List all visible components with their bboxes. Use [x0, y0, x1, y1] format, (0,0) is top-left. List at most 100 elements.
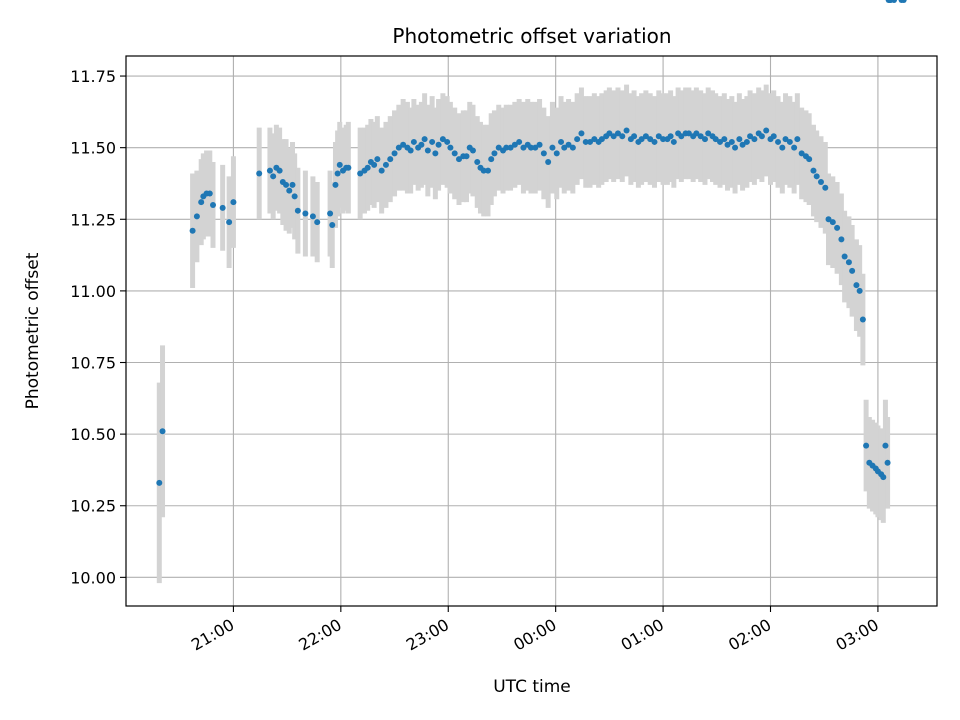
- data-point: [424, 147, 431, 154]
- data-point: [364, 164, 371, 171]
- data-point: [410, 138, 417, 145]
- data-point: [334, 170, 341, 177]
- data-point: [569, 144, 576, 151]
- data-point: [549, 144, 556, 151]
- data-point: [770, 133, 777, 140]
- y-axis-ticks: 10.00 10.25 10.50 10.75 11.00 11.25 11.50 11.75: [70, 67, 126, 587]
- data-point: [219, 204, 226, 211]
- data-point: [291, 193, 298, 200]
- data-point: [574, 136, 581, 143]
- y-tick-label: 10.75: [70, 354, 116, 373]
- data-point: [849, 267, 856, 274]
- data-point: [880, 474, 887, 481]
- data-point: [447, 144, 454, 151]
- data-point: [834, 224, 841, 231]
- data-point: [503, 144, 510, 151]
- data-point: [536, 141, 543, 148]
- data-point: [670, 138, 677, 145]
- data-point: [791, 144, 798, 151]
- data-point: [407, 147, 414, 154]
- data-point: [286, 187, 293, 194]
- data-point: [435, 141, 442, 148]
- data-point: [283, 181, 290, 188]
- data-point: [374, 156, 381, 163]
- data-point: [685, 130, 692, 137]
- data-point: [495, 144, 502, 151]
- data-point: [845, 259, 852, 266]
- data-point: [474, 158, 481, 165]
- data-point: [582, 138, 589, 145]
- data-point: [391, 150, 398, 157]
- data-point: [587, 138, 594, 145]
- data-point: [382, 161, 389, 168]
- data-point: [853, 282, 860, 289]
- data-point: [226, 219, 233, 226]
- data-point: [309, 213, 316, 220]
- chart-title: Photometric offset variation: [392, 24, 671, 48]
- data-point: [758, 133, 765, 140]
- data-point: [329, 222, 336, 229]
- data-point: [540, 150, 547, 157]
- data-point: [732, 144, 739, 151]
- data-point: [856, 287, 863, 294]
- data-point: [631, 133, 638, 140]
- data-point: [841, 253, 848, 260]
- data-point: [647, 136, 654, 143]
- data-point: [724, 141, 731, 148]
- data-point: [451, 150, 458, 157]
- data-point: [507, 144, 514, 151]
- data-point: [806, 156, 813, 163]
- data-point: [553, 150, 560, 157]
- data-point: [206, 190, 213, 197]
- y-tick-label: 10.50: [70, 425, 116, 444]
- data-point: [439, 136, 446, 143]
- data-point: [667, 133, 674, 140]
- data-point: [728, 138, 735, 145]
- data-point: [678, 133, 685, 140]
- data-point: [455, 156, 462, 163]
- data-point: [532, 144, 539, 151]
- data-point: [638, 136, 645, 143]
- data-point: [900, 0, 907, 3]
- data-point: [606, 130, 613, 137]
- data-point: [198, 199, 205, 206]
- y-tick-label: 11.00: [70, 282, 116, 301]
- data-point: [491, 150, 498, 157]
- data-point: [332, 181, 339, 188]
- y-tick-label: 10.00: [70, 568, 116, 587]
- data-point: [345, 164, 352, 171]
- y-axis-label: Photometric offset: [23, 252, 43, 409]
- data-point: [480, 167, 487, 174]
- y-tick-label: 11.75: [70, 67, 116, 86]
- data-point: [230, 199, 237, 206]
- data-point: [610, 133, 617, 140]
- data-point: [314, 219, 321, 226]
- data-point: [444, 138, 451, 145]
- data-point: [736, 136, 743, 143]
- plot-frame: [125, 55, 938, 607]
- data-point: [779, 144, 786, 151]
- data-point: [565, 141, 572, 148]
- data-point: [327, 210, 334, 217]
- data-point: [421, 136, 428, 143]
- data-point: [302, 210, 309, 217]
- data-point: [817, 179, 824, 186]
- data-point: [859, 316, 866, 323]
- y-tick-label: 11.25: [70, 210, 116, 229]
- data-point: [469, 147, 476, 154]
- data-point: [786, 138, 793, 145]
- data-point: [693, 130, 700, 137]
- data-point: [429, 138, 436, 145]
- data-point: [717, 138, 724, 145]
- data-point: [256, 170, 263, 177]
- data-point: [488, 156, 495, 163]
- data-point: [578, 130, 585, 137]
- data-point: [289, 181, 296, 188]
- data-point: [655, 133, 662, 140]
- data-point: [763, 127, 770, 134]
- data-point: [189, 227, 196, 234]
- data-point: [266, 167, 273, 174]
- data-point: [193, 213, 200, 220]
- data-point: [463, 153, 470, 160]
- data-point: [829, 219, 836, 226]
